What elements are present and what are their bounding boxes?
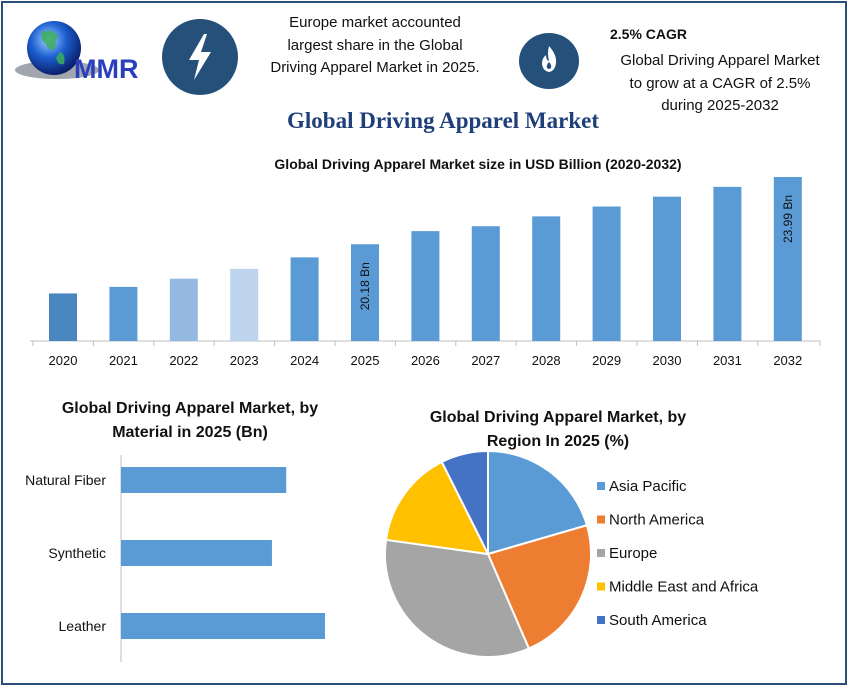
- slice-south-america: [440, 449, 489, 555]
- lightning-bolt-icon: [162, 19, 238, 95]
- bar-2023: [230, 268, 259, 341]
- legend-label: Middle East and Africa: [609, 579, 759, 596]
- cagr-line: to grow at a CAGR of 2.5%: [629, 74, 811, 92]
- highlight-line: Europe market accounted: [289, 14, 461, 31]
- x-tick-label: 2030: [653, 353, 682, 368]
- bar-leather: [121, 613, 325, 639]
- x-tick-label: 2028: [532, 353, 561, 368]
- bar-2024: [290, 257, 319, 341]
- cagr-line: Global Driving Apparel Market: [620, 52, 820, 69]
- data-label: 23.99 Bn: [781, 195, 795, 243]
- bar-2025: [351, 244, 379, 341]
- material-bar-chart: Natural Fiber Synthetic Leather: [25, 455, 325, 662]
- bar-2022: [169, 278, 198, 341]
- slice-asia-pacific: [487, 449, 589, 556]
- title-line: Region In 2025 (%): [486, 433, 630, 450]
- title-line: Global Driving Apparel Market, by: [429, 409, 687, 426]
- x-tick-label: 2032: [773, 353, 802, 368]
- legend-swatch: [597, 616, 605, 624]
- category-label: Synthetic: [48, 545, 106, 561]
- highlight-text: Europe market accounted largest share in…: [244, 12, 506, 80]
- legend-label: South America: [609, 612, 707, 629]
- bar-2020: [49, 293, 77, 341]
- x-tick-label: 2027: [471, 353, 500, 368]
- market-size-bar-chart: 2020 2021 2022 2023 2024 2025 20.18 Bn 2026 2027…: [30, 177, 821, 368]
- cagr-title: 2.5% CAGR: [610, 26, 688, 42]
- x-tick-label: 2026: [411, 353, 440, 368]
- legend-swatch: [597, 482, 605, 490]
- legend-label: Asia Pacific: [609, 478, 687, 495]
- bar-2027: [471, 226, 500, 341]
- category-label: Natural Fiber: [25, 472, 106, 488]
- region-pie-chart: Asia Pacific North America Europe Middle Ea…: [384, 449, 759, 658]
- x-tick-label: 2024: [290, 353, 319, 368]
- bar-2031: [713, 186, 742, 341]
- legend-swatch: [597, 549, 605, 557]
- bar-synthetic: [121, 540, 272, 566]
- category-label: Leather: [59, 618, 107, 634]
- x-tick-label: 2031: [713, 353, 742, 368]
- x-tick-label: 2020: [49, 353, 78, 368]
- region-chart-title: Global Driving Apparel Market, by Region…: [383, 406, 733, 454]
- bar-2026: [411, 231, 440, 341]
- bar-2021: [109, 286, 138, 341]
- bar-2030: [653, 196, 681, 341]
- x-tick-label: 2029: [592, 353, 621, 368]
- mmr-logo: MMR: [15, 21, 138, 84]
- page-title: Global Driving Apparel Market: [287, 108, 599, 133]
- x-tick-label: 2021: [109, 353, 138, 368]
- legend-label: North America: [609, 512, 705, 529]
- legend-label: Europe: [609, 545, 657, 562]
- title-line: Global Driving Apparel Market, by: [61, 400, 319, 417]
- bar-2028: [532, 216, 561, 341]
- cagr-text: Global Driving Apparel Market to grow at…: [605, 50, 835, 118]
- cagr-line: during 2025-2032: [661, 97, 779, 114]
- slice-europe: [384, 538, 531, 658]
- bar-2032: [773, 177, 802, 341]
- highlight-line: Driving Apparel Market in 2025.: [270, 59, 480, 76]
- x-tick-label: 2023: [230, 353, 259, 368]
- material-chart-title: Global Driving Apparel Market, by Materi…: [20, 397, 360, 445]
- bar-chart-title: Global Driving Apparel Market size in US…: [274, 156, 682, 172]
- title-line: Material in 2025 (Bn): [112, 424, 268, 441]
- flame-icon: [519, 33, 579, 89]
- svg-text:MMR: MMR: [74, 54, 138, 84]
- highlight-line: largest share in the Global: [287, 36, 463, 54]
- legend-swatch: [597, 515, 605, 524]
- slice-middle-east-and-africa: [384, 460, 490, 556]
- legend-swatch: [597, 582, 605, 591]
- data-label: 20.18 Bn: [358, 262, 372, 310]
- slice-north-america: [486, 524, 592, 650]
- bar-2029: [592, 206, 621, 341]
- bar-natural-fiber: [121, 467, 287, 493]
- x-tick-label: 2022: [169, 353, 198, 368]
- x-tick-label: 2025: [351, 353, 380, 368]
